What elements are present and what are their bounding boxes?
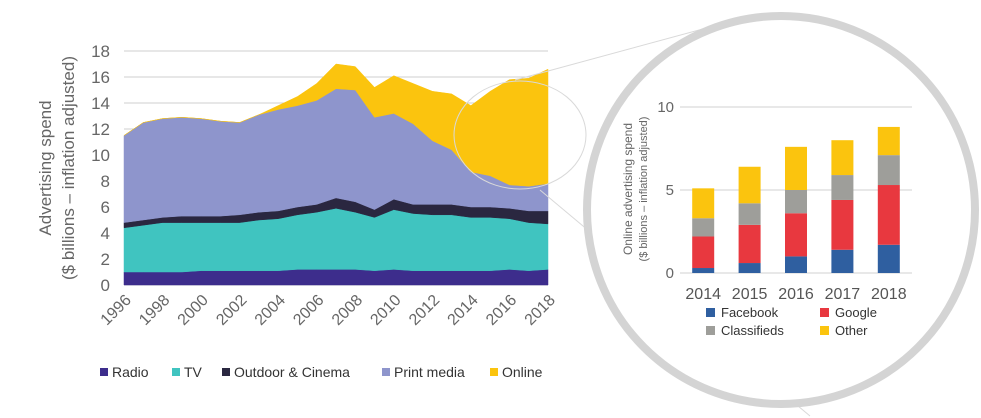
legend-item: Facebook	[706, 305, 779, 320]
y-axis-title-line2: ($ billions – inflation adjusted)	[638, 117, 650, 262]
y-tick-label: 6	[101, 198, 110, 217]
bar-segment-classifieds	[785, 190, 807, 214]
x-tick-label: 2014	[445, 292, 482, 329]
legend-item: Google	[820, 305, 877, 320]
x-tick-label: 2006	[290, 292, 327, 329]
x-tick-label: 2015	[732, 286, 768, 303]
bar-segment-other	[692, 188, 715, 219]
y-tick-label: 12	[91, 120, 110, 139]
area-chart-legend: Radio TV Outdoor & Cinema Print media Online	[100, 364, 543, 380]
spend-area-chart: 0 2 4 6 8 10 12 14 16 18 1996 1998 2000 2002 2004 2006…	[36, 42, 559, 380]
y-tick-label: 4	[101, 224, 110, 243]
legend-label: Radio	[112, 364, 149, 380]
zoom-circle	[583, 12, 979, 408]
x-tick-label: 2000	[175, 292, 212, 329]
legend-swatch	[382, 368, 390, 376]
y-axis-title-line1: Advertising spend	[36, 100, 55, 235]
x-tick-label: 1998	[136, 292, 173, 329]
bar-chart-legend: Facebook Google Classifieds Other	[706, 305, 877, 338]
y-tick-label: 8	[101, 172, 110, 191]
y-tick-label: 16	[91, 68, 110, 87]
bar-segment-classifieds	[877, 155, 900, 186]
y-tick-label: 5	[666, 182, 674, 199]
y-tick-label: 10	[657, 99, 674, 116]
legend-label: Classifieds	[721, 323, 784, 338]
area-series-online	[123, 63, 549, 187]
legend-swatch	[820, 326, 829, 335]
legend-label: TV	[184, 364, 203, 380]
legend-label: Facebook	[721, 305, 779, 320]
bar-segment-facebook	[831, 249, 854, 273]
x-tick-label: 2002	[213, 292, 250, 329]
legend-label: Outdoor & Cinema	[234, 364, 350, 380]
bar-segment-other	[831, 140, 854, 176]
bar-segment-classifieds	[831, 175, 854, 200]
y-tick-label: 2	[101, 250, 110, 269]
bar-segment-google	[877, 185, 900, 245]
bar-segment-other	[738, 166, 761, 204]
legend-label: Google	[835, 305, 877, 320]
x-tick-label: 2016	[483, 292, 520, 329]
legend-swatch	[172, 368, 180, 376]
legend-swatch	[490, 368, 498, 376]
legend-swatch	[706, 326, 715, 335]
legend-swatch	[100, 368, 108, 376]
legend-swatch	[706, 308, 715, 317]
bar-segment-facebook	[692, 268, 715, 273]
bar-segment-other	[785, 146, 807, 190]
y-axis-title-line2: ($ billions – inflation adjusted)	[59, 56, 78, 280]
y-axis-title-line1: Online advertising spend	[621, 123, 635, 255]
x-tick-label: 2008	[329, 292, 366, 329]
y-tick-label: 18	[91, 42, 110, 61]
y-tick-label: 0	[101, 276, 110, 295]
x-tick-label: 2017	[825, 286, 861, 303]
x-tick-label: 2004	[252, 292, 289, 329]
legend-item: TV	[172, 364, 203, 380]
bar-segment-facebook	[738, 263, 761, 273]
bar-segment-facebook	[877, 244, 900, 273]
bar-segment-classifieds	[692, 218, 715, 237]
x-tick-label: 1996	[98, 292, 135, 329]
legend-swatch	[820, 308, 829, 317]
x-tick-label: 2010	[367, 292, 404, 329]
y-tick-label: 14	[91, 94, 110, 113]
x-tick-label: 2012	[406, 292, 443, 329]
y-tick-label: 10	[91, 146, 110, 165]
bar-segment-google	[692, 236, 715, 269]
y-tick-label: 0	[666, 265, 674, 282]
bar-segment-facebook	[785, 256, 807, 273]
legend-swatch	[222, 368, 230, 376]
bar-segment-google	[738, 224, 761, 264]
legend-label: Other	[835, 323, 868, 338]
bar-segment-classifieds	[738, 203, 761, 225]
legend-item: Radio	[100, 364, 149, 380]
legend-item: Outdoor & Cinema	[222, 364, 350, 380]
x-tick-label: 2018	[522, 292, 559, 329]
zoom-highlight-circle	[453, 80, 587, 190]
legend-label: Print media	[394, 364, 465, 380]
legend-item: Other	[820, 323, 868, 338]
legend-item: Print media	[382, 364, 465, 380]
online-spend-bar-chart: 0 5 10 2014 2015 2016 2017 2018 Online adverti…	[621, 99, 912, 338]
legend-item: Classifieds	[706, 323, 784, 338]
x-tick-label: 2018	[871, 286, 907, 303]
legend-item: Online	[490, 364, 543, 380]
bar-segment-google	[785, 213, 807, 257]
x-tick-label: 2014	[685, 286, 721, 303]
bar-segment-google	[831, 199, 854, 250]
bar-segment-other	[877, 126, 900, 156]
x-tick-label: 2016	[778, 286, 814, 303]
legend-label: Online	[502, 364, 543, 380]
